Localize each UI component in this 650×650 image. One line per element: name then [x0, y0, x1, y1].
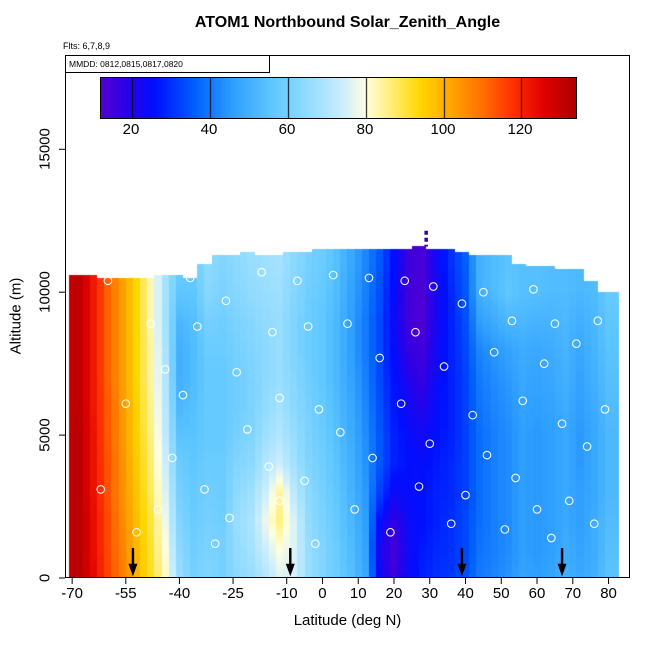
x-tick-label: 30 — [421, 585, 439, 602]
x-tick-label: 0 — [318, 585, 327, 602]
x-tick-label: 70 — [564, 585, 582, 602]
colorbar-tick-label: 40 — [200, 121, 218, 138]
x-axis-label: Latitude (deg N) — [293, 612, 402, 629]
mmdd-legend: MMDD: 0812,0815,0817,0820 — [65, 55, 270, 73]
x-tick-label: -25 — [222, 585, 244, 602]
flights-note: Flts: 6,7,8,9 — [63, 41, 111, 51]
x-tick-label: -40 — [168, 585, 191, 602]
y-axis-label: Altitude (m) — [7, 277, 25, 355]
colorbar-tick-label: 20 — [122, 121, 140, 138]
y-tick-label: 0 — [36, 573, 54, 583]
colorbar-tick-label: 80 — [356, 121, 374, 138]
chart-title: ATOM1 Northbound Solar_Zenith_Angle — [194, 14, 501, 31]
x-tick-label: -70 — [61, 585, 83, 602]
colorbar-tick-label: 120 — [507, 121, 533, 138]
y-tick-label: 15000 — [36, 128, 54, 171]
x-tick-label: -10 — [275, 585, 298, 602]
colorbar — [100, 77, 577, 119]
colorbar-tick-label: 100 — [430, 121, 456, 138]
y-tick-label: 5000 — [36, 418, 54, 452]
x-tick-label: 40 — [457, 585, 474, 602]
x-tick-label: 10 — [349, 585, 367, 602]
x-tick-label: 50 — [492, 585, 510, 602]
x-tick-label: 20 — [385, 585, 403, 602]
colorbar-tick-label: 60 — [278, 121, 296, 138]
x-tick-label: -55 — [114, 585, 137, 602]
heatmap-canvas — [65, 55, 630, 578]
y-tick-label: 10000 — [36, 271, 54, 314]
x-tick-label: 60 — [528, 585, 546, 602]
x-tick-label: 80 — [600, 585, 617, 602]
